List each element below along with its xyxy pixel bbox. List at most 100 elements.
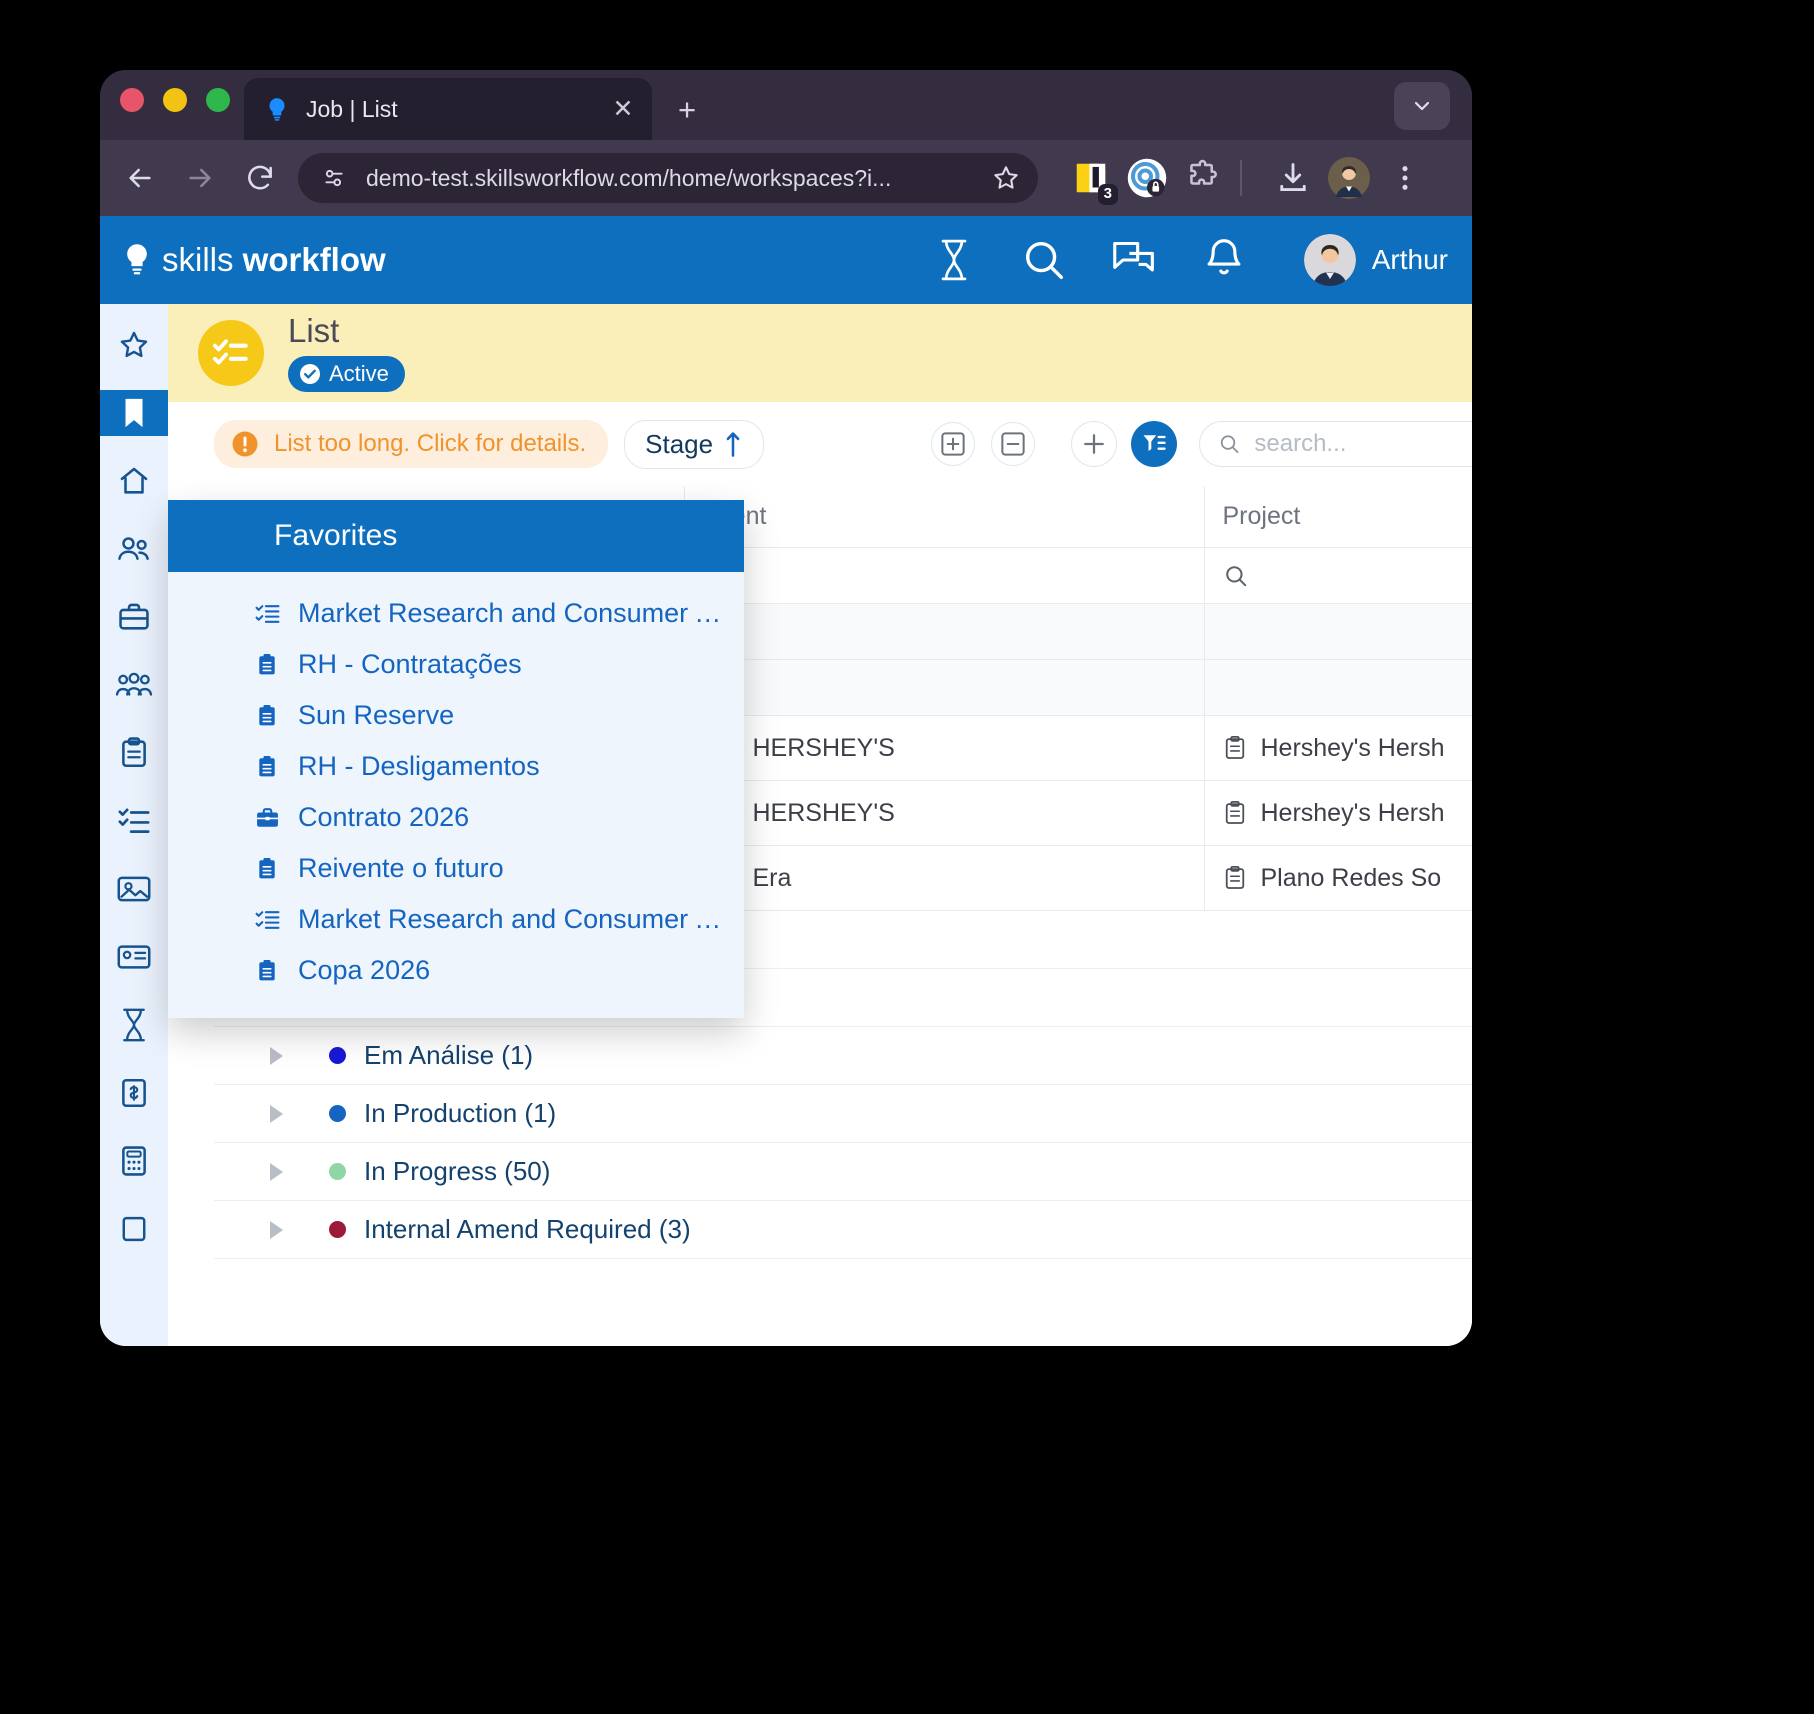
sidebar-item-checklist[interactable]	[111, 798, 157, 844]
new-tab-button[interactable]: +	[677, 91, 697, 127]
lightbulb-icon	[264, 96, 290, 122]
filter-button[interactable]	[1130, 421, 1177, 467]
sidebar-item-card[interactable]	[111, 934, 157, 980]
plus-icon	[1083, 434, 1104, 454]
download-icon[interactable]	[1272, 157, 1314, 199]
filter-cell-client[interactable]	[684, 547, 1205, 604]
checklist-icon	[198, 320, 264, 386]
window-traffic-lights	[120, 88, 230, 112]
stage-color-dot	[329, 1221, 346, 1238]
clipboard-icon	[254, 703, 280, 728]
sidebar-item-people[interactable]	[111, 526, 157, 572]
stage-group-label: In Production (1)	[364, 1098, 557, 1128]
tab-search-button[interactable]	[1394, 82, 1450, 130]
favorite-item-label: Copa 2026	[298, 955, 431, 985]
favorite-item[interactable]: Reivente o futuro	[168, 843, 744, 894]
warning-text: List too long. Click for details.	[274, 430, 587, 457]
hourglass-icon[interactable]	[930, 236, 978, 284]
favorite-item[interactable]: Copa 2026	[168, 945, 744, 996]
forward-button[interactable]	[178, 156, 222, 200]
search-icon[interactable]	[1020, 236, 1068, 284]
cell-client	[684, 603, 1205, 660]
address-bar[interactable]: demo-test.skillsworkflow.com/home/worksp…	[298, 153, 1038, 203]
puzzle-extensions-icon[interactable]	[1182, 157, 1224, 199]
page-title: List	[288, 312, 340, 350]
tune-icon[interactable]	[316, 160, 352, 196]
stage-sort-chip[interactable]: Stage	[624, 419, 765, 469]
sidebar-item-calculator[interactable]	[111, 1138, 157, 1184]
app-logo[interactable]: skills workflow	[122, 241, 386, 279]
header-actions: Arthur	[930, 234, 1448, 286]
close-window-button[interactable]	[120, 88, 144, 112]
bell-icon[interactable]	[1200, 236, 1248, 284]
chevron-down-icon	[1414, 101, 1430, 111]
expand-caret-icon[interactable]	[270, 1104, 283, 1123]
cell-client: HERSHEY'S HERSHEY'S	[684, 715, 1205, 781]
sidebar-item-favorites-star[interactable]	[111, 322, 157, 368]
stage-group-row[interactable]: In Production (1)	[214, 1085, 1472, 1143]
sidebar-item-finance[interactable]	[111, 1070, 157, 1116]
close-icon[interactable]: ✕	[612, 94, 634, 123]
stage-group-row[interactable]: In Progress (50)	[214, 1143, 1472, 1201]
favorite-item[interactable]: Market Research and Consumer Anal...	[168, 894, 744, 945]
favorites-panel-header: Favorites	[168, 500, 744, 572]
search-box[interactable]	[1198, 421, 1472, 467]
expand-caret-icon[interactable]	[270, 1220, 283, 1239]
favorite-item[interactable]: Contrato 2026	[168, 792, 744, 843]
sidebar-item-clipboard[interactable]	[111, 730, 157, 776]
minimize-window-button[interactable]	[163, 88, 187, 112]
stage-group-row[interactable]: Em Análise (1)	[214, 1027, 1472, 1085]
stage-color-dot	[329, 1047, 346, 1064]
favorites-dropdown-panel: Favorites	[168, 500, 744, 1018]
expand-caret-icon[interactable]	[270, 1046, 283, 1065]
stage-color-dot	[329, 1163, 346, 1180]
search-icon	[1220, 435, 1238, 454]
profile-avatar[interactable]	[1328, 157, 1370, 199]
list-too-long-warning[interactable]: List too long. Click for details.	[214, 420, 609, 468]
search-input[interactable]	[1254, 430, 1472, 458]
search-icon	[1225, 565, 1246, 586]
add-button[interactable]	[1070, 421, 1117, 467]
cell-project: Hershey's Hersh	[1204, 780, 1472, 846]
column-header-client[interactable]: Client	[684, 486, 1205, 548]
sidebar-item-briefcase[interactable]	[111, 594, 157, 640]
sidebar-item-reports[interactable]	[111, 1206, 157, 1252]
star-icon[interactable]	[988, 160, 1024, 196]
notes-extension-icon[interactable]: 3	[1070, 157, 1118, 205]
favorite-item-label: Reivente o futuro	[298, 853, 504, 883]
user-menu[interactable]: Arthur	[1303, 234, 1448, 286]
sidebar-item-home[interactable]	[111, 458, 157, 504]
page-banner: List Active	[168, 304, 1472, 402]
expand-all-button[interactable]	[930, 422, 975, 466]
clipboard-icon	[254, 958, 280, 983]
favorite-item[interactable]: RH - Desligamentos	[168, 741, 744, 792]
filter-cell-project[interactable]	[1204, 547, 1472, 604]
user-name: Arthur	[1371, 244, 1448, 275]
sidebar-item-media[interactable]	[111, 866, 157, 912]
three-dot-menu-icon[interactable]	[1384, 157, 1426, 199]
action-toolbar: List too long. Click for details. Stage	[168, 402, 1472, 486]
cell-client: ERA Era	[684, 845, 1205, 911]
sidebar-item-bookmarks[interactable]	[100, 390, 168, 436]
chat-icon[interactable]	[1110, 236, 1158, 284]
browser-toolbar: demo-test.skillsworkflow.com/home/worksp…	[100, 140, 1472, 216]
favorite-item[interactable]: Market Research and Consumer Anal...	[168, 588, 744, 639]
favorite-item[interactable]: Sun Reserve	[168, 690, 744, 741]
clipboard-icon	[254, 652, 280, 677]
back-button[interactable]	[118, 156, 162, 200]
browser-tab[interactable]: Job | List ✕	[244, 78, 652, 140]
clipboard-icon	[1225, 866, 1244, 889]
sidebar-item-timesheet[interactable]	[111, 1002, 157, 1048]
column-header-project[interactable]: Project	[1204, 486, 1472, 548]
stage-label: Stage	[645, 428, 714, 459]
expand-caret-icon[interactable]	[270, 1162, 283, 1181]
app-header: skills workflow	[100, 216, 1472, 304]
reload-button[interactable]	[238, 156, 282, 200]
collapse-all-button[interactable]	[990, 422, 1035, 466]
maximize-window-button[interactable]	[206, 88, 230, 112]
privacy-lock-extension-icon[interactable]	[1126, 157, 1168, 199]
favorite-item[interactable]: RH - Contratações	[168, 639, 744, 690]
sort-ascending-icon	[726, 432, 740, 457]
sidebar-item-team[interactable]	[111, 662, 157, 708]
stage-group-row[interactable]: Internal Amend Required (3)	[214, 1201, 1472, 1259]
